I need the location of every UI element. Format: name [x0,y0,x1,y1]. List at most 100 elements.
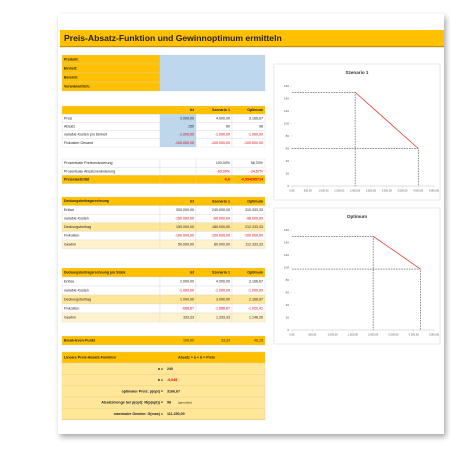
y-tick-label: 140 [284,240,289,244]
x-tick-label: 3.000,00 [382,189,393,193]
value: 100,00% [216,161,231,165]
row-label: Gewinn [64,315,76,319]
formula-value: 98 [167,401,171,405]
row-label-cell [61,114,161,123]
formula-value: 240 [167,367,173,371]
value: 33,33 [221,338,230,342]
x-tick-label: 2.500,00 [366,189,377,193]
x-tick-label: 2.500,00 [388,333,399,337]
row-label: Erlöse [64,279,74,283]
value-cell [159,167,197,176]
y-tick-label: 60 [286,290,290,294]
y-tick-label: 40 [286,159,290,163]
row-label: variable Kosten [64,288,89,292]
row-label: Deckungsbeitrag [64,297,91,301]
chart-frame [273,207,441,345]
value: 180.000,00 [212,225,230,229]
formula-label: Absatzmenge bei p(opt): M(p(opt)) = [101,401,163,405]
chart-frame [273,63,441,201]
formula-value: 111.250,00 [167,412,185,416]
formula-label: b = [158,378,163,382]
value: 1.146,26 [249,315,263,319]
formula-value: 3166,67 [167,389,180,393]
chart-title: Optimum [347,214,367,219]
value: 300.000,00 [176,208,194,212]
value: 310.333,33 [245,208,263,212]
value: 80.000,00 [214,242,230,246]
info-input-cell [159,54,266,65]
info-input-cell [159,72,266,83]
value: 1.000,00 [180,297,194,301]
value-cell [159,158,197,168]
table-title: Deckungsbeitragsrechnung pro Stück [64,270,126,274]
x-tick-label: 4.500,00 [429,189,440,193]
column-header: Szenario 1 [212,270,230,274]
value: -98.000,00 [246,216,263,220]
chart-title: Szenario 1 [346,70,369,75]
value: -666,67 [182,306,194,310]
value-cell [231,312,266,323]
value: 98 [259,124,263,128]
row-label-cell [61,239,161,249]
column-header: Szenario 1 [212,199,230,203]
value: -1.000,00 [248,288,263,292]
y-tick-label: 80 [286,278,290,282]
x-tick-label: 1.500,00 [348,333,359,337]
y-tick-label: 0 [287,328,289,332]
y-tick-label: 40 [286,303,290,307]
row-label: Fixkosten [64,234,79,238]
value: -60,00% [217,169,231,173]
demand-line [354,91,419,149]
row-label: Fixkosten [64,306,79,310]
value: -1.000,00 [215,288,230,292]
value: -1.000,00 [215,133,230,137]
y-tick-label: 20 [286,171,290,175]
row-label: Prozentuale Absatzveränderung [64,169,115,173]
row-label-cell [61,276,161,287]
value: -0,594285714 [241,177,263,181]
x-tick-label: 2.000,00 [350,189,361,193]
value: -100.000,00 [175,141,194,145]
x-tick-label: 500,00 [304,189,312,193]
value: 3.166,67 [249,116,263,120]
info-input-cell [159,81,266,92]
value: 100,00 [183,338,194,342]
value-cell [231,175,266,184]
value: -150.000,00 [175,216,194,220]
column-header: Optimum [247,270,263,274]
y-tick-label: 100 [284,121,289,125]
value: -100.000,00 [175,234,194,238]
y-tick-label: 160 [284,228,289,232]
formula-title: Lineare Preis-Absatz-Funktion [64,355,116,359]
formula-label: optimaler Preis: p(opt) = [122,389,163,393]
value: -60.000,00 [213,216,230,220]
row-label: Preiselastizität [64,177,90,181]
value-cell [231,138,266,148]
x-tick-label: 0,00 [289,333,295,337]
value: 60 [226,124,230,128]
x-tick-label: 1.500,00 [334,189,345,193]
row-label: Erlöse [64,208,74,212]
value-cell [159,175,197,184]
guide-line [292,268,421,330]
x-tick-label: 1.000,00 [319,189,330,193]
info-label: Bereich: [64,76,78,80]
row-label: Deckungsbeitrag [64,225,91,229]
x-tick-label: 4.000,00 [413,189,424,193]
formula-value: -0,045 [167,378,177,382]
row-label: variable Kosten pro Einheit [64,133,107,137]
value: 4.000,00 [216,279,230,283]
column-header: Ist [190,108,195,112]
guide-line [292,92,356,186]
value: 2.000,00 [180,116,194,120]
row-label-cell [61,122,161,131]
break-even-row [61,335,266,346]
value: -1.000,00 [179,133,194,137]
row-label-cell [61,312,161,323]
formula-label: a = [158,367,163,371]
formula-label: maximaler Gewinn: G(max) = [114,412,163,416]
value: 333,33 [183,315,194,319]
row-label: Gewinn [64,242,76,246]
y-tick-label: 80 [286,134,290,138]
column-header: Optimum [247,199,263,203]
